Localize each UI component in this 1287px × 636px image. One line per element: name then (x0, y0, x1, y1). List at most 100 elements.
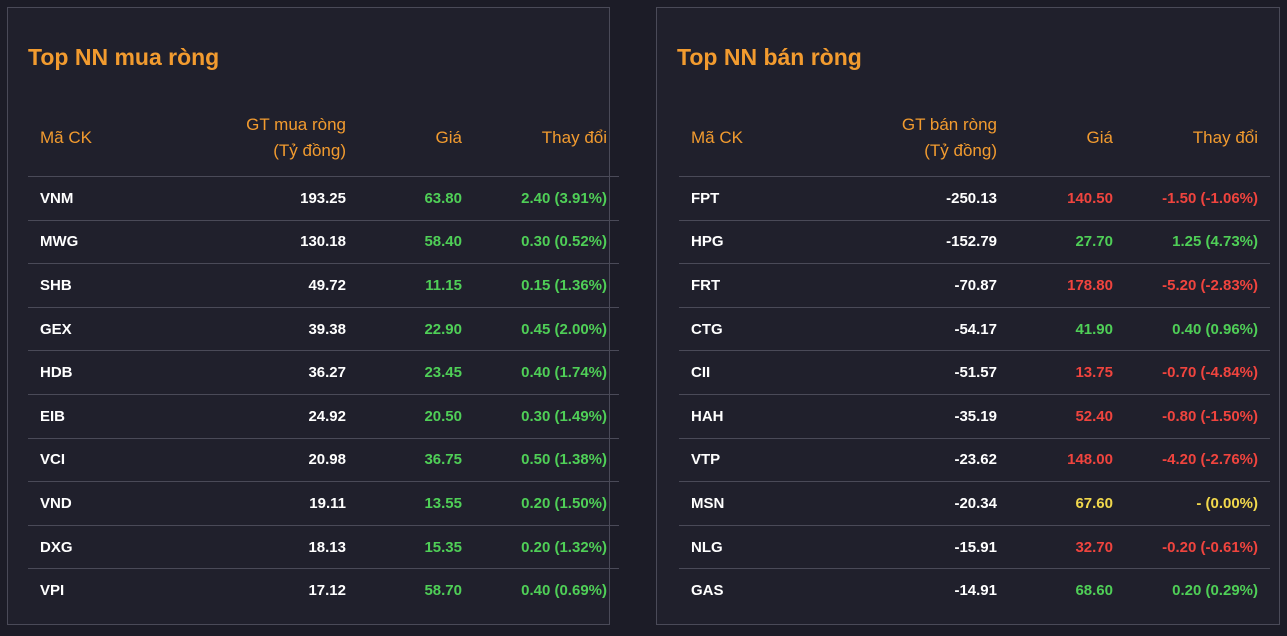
net-value: -250.13 (801, 176, 997, 221)
table-row[interactable]: FRT -70.87 178.80 -5.20 (-2.83%) (679, 263, 1270, 308)
price-change: 0.30 (0.52%) (462, 220, 619, 265)
price: 20.50 (346, 394, 462, 439)
table-header-row: Mã CK GT mua ròng (Tỷ đồng) Giá Thay đổi (28, 100, 619, 177)
column-header-value-line1: GT mua ròng (246, 115, 346, 134)
column-header-code[interactable]: Mã CK (679, 100, 801, 177)
table-row[interactable]: VCI 20.98 36.75 0.50 (1.38%) (28, 438, 619, 483)
stock-code[interactable]: GAS (691, 582, 724, 600)
price-change: 1.25 (4.73%) (1113, 220, 1270, 265)
price-change: -0.70 (-4.84%) (1113, 350, 1270, 395)
stock-code[interactable]: HDB (28, 350, 150, 395)
net-buy-table: Mã CK GT mua ròng (Tỷ đồng) Giá Thay đổi… (28, 100, 619, 612)
column-header-code[interactable]: Mã CK (28, 100, 150, 177)
price-change: 0.20 (1.50%) (462, 481, 619, 526)
table-row[interactable]: VND 19.11 13.55 0.20 (1.50%) (28, 481, 619, 526)
stock-code[interactable]: CII (679, 350, 801, 395)
stock-code[interactable]: CTG (679, 307, 801, 352)
stock-code[interactable]: MWG (28, 220, 150, 265)
table-row[interactable]: GAS -14.91 68.60 0.20 (0.29%) (679, 569, 1270, 612)
stock-code[interactable]: HAH (679, 394, 801, 439)
stock-code[interactable]: HPG (679, 220, 801, 265)
price-change: 0.40 (0.69%) (521, 582, 607, 600)
net-sell-table: Mã CK GT bán ròng (Tỷ đồng) Giá Thay đổi… (679, 100, 1270, 612)
net-value: 36.27 (150, 350, 346, 395)
price: 27.70 (997, 220, 1113, 265)
table-row[interactable]: HAH -35.19 52.40 -0.80 (-1.50%) (679, 394, 1270, 439)
column-header-change[interactable]: Thay đổi (462, 100, 619, 177)
table-row[interactable]: GEX 39.38 22.90 0.45 (2.00%) (28, 307, 619, 352)
table-header-row: Mã CK GT bán ròng (Tỷ đồng) Giá Thay đổi (679, 100, 1270, 177)
price: 22.90 (346, 307, 462, 352)
table-row[interactable]: CII -51.57 13.75 -0.70 (-4.84%) (679, 350, 1270, 395)
stock-code[interactable]: FRT (679, 263, 801, 308)
stock-code[interactable]: EIB (28, 394, 150, 439)
price: 52.40 (997, 394, 1113, 439)
price: 58.70 (424, 582, 462, 600)
table-row[interactable]: SHB 49.72 11.15 0.15 (1.36%) (28, 263, 619, 308)
table-row[interactable]: HDB 36.27 23.45 0.40 (1.74%) (28, 350, 619, 395)
table-row[interactable]: MWG 130.18 58.40 0.30 (0.52%) (28, 220, 619, 265)
column-header-value-line2: (Tỷ đồng) (924, 141, 997, 160)
net-value: 24.92 (150, 394, 346, 439)
price: 23.45 (346, 350, 462, 395)
price-change: - (0.00%) (1113, 481, 1270, 526)
price-change: -4.20 (-2.76%) (1113, 438, 1270, 483)
table-row[interactable]: HPG -152.79 27.70 1.25 (4.73%) (679, 220, 1270, 265)
price-change: -0.80 (-1.50%) (1113, 394, 1270, 439)
stock-code[interactable]: NLG (679, 525, 801, 570)
table-row[interactable]: DXG 18.13 15.35 0.20 (1.32%) (28, 525, 619, 570)
price: 32.70 (997, 525, 1113, 570)
stock-code[interactable]: FPT (679, 176, 801, 221)
stock-code[interactable]: VNM (28, 176, 150, 221)
stock-code[interactable]: VCI (28, 438, 150, 483)
table-row[interactable]: VNM 193.25 63.80 2.40 (3.91%) (28, 176, 619, 221)
price: 63.80 (346, 176, 462, 221)
net-value: 193.25 (150, 176, 346, 221)
table-row[interactable]: EIB 24.92 20.50 0.30 (1.49%) (28, 394, 619, 439)
price-change: 0.30 (1.49%) (462, 394, 619, 439)
table-body: VNM 193.25 63.80 2.40 (3.91%) MWG 130.18 58.40… (28, 176, 619, 612)
column-header-value[interactable]: GT mua ròng (Tỷ đồng) (150, 100, 346, 177)
price: 68.60 (1075, 582, 1113, 600)
net-value: -15.91 (801, 525, 997, 570)
column-header-price[interactable]: Giá (346, 100, 462, 177)
table-row[interactable]: VTP -23.62 148.00 -4.20 (-2.76%) (679, 438, 1270, 483)
column-header-change[interactable]: Thay đổi (1113, 100, 1270, 177)
price: 11.15 (346, 263, 462, 308)
table-body: FPT -250.13 140.50 -1.50 (-1.06%) HPG -152.79… (679, 176, 1270, 612)
net-value: -54.17 (801, 307, 997, 352)
column-header-price[interactable]: Giá (997, 100, 1113, 177)
net-value: -23.62 (801, 438, 997, 483)
net-value: 20.98 (150, 438, 346, 483)
stock-code[interactable]: VTP (679, 438, 801, 483)
net-value: -70.87 (801, 263, 997, 308)
net-value: 130.18 (150, 220, 346, 265)
price: 58.40 (346, 220, 462, 265)
net-value: -14.91 (954, 582, 997, 600)
net-value: 39.38 (150, 307, 346, 352)
table-row[interactable]: NLG -15.91 32.70 -0.20 (-0.61%) (679, 525, 1270, 570)
price: 15.35 (346, 525, 462, 570)
stock-code[interactable]: VND (28, 481, 150, 526)
column-header-value[interactable]: GT bán ròng (Tỷ đồng) (801, 100, 997, 177)
stock-code[interactable]: VPI (40, 582, 65, 600)
stock-code[interactable]: GEX (28, 307, 150, 352)
table-row[interactable]: CTG -54.17 41.90 0.40 (0.96%) (679, 307, 1270, 352)
price-change: 0.45 (2.00%) (462, 307, 619, 352)
net-value: -152.79 (801, 220, 997, 265)
top-net-buy-panel: Top NN mua ròng Mã CK GT mua ròng (Tỷ đồ… (7, 7, 619, 625)
column-header-value-line1: GT bán ròng (901, 115, 997, 134)
stock-code[interactable]: MSN (679, 481, 801, 526)
table-row[interactable]: VPI 17.12 58.70 0.40 (0.69%) (28, 569, 619, 612)
price-change: 0.20 (0.29%) (1172, 582, 1258, 600)
table-row[interactable]: MSN -20.34 67.60- (0.00%) (679, 481, 1270, 526)
stock-code[interactable]: SHB (28, 263, 150, 308)
price: 148.00 (997, 438, 1113, 483)
price: 67.60 (997, 481, 1113, 526)
price: 36.75 (346, 438, 462, 483)
stock-code[interactable]: DXG (28, 525, 150, 570)
panel-title: Top NN mua ròng (28, 44, 220, 70)
price-change: 0.15 (1.36%) (462, 263, 619, 308)
table-row[interactable]: FPT -250.13 140.50 -1.50 (-1.06%) (679, 176, 1270, 221)
top-net-sell-panel: Top NN bán ròng Mã CK GT bán ròng (Tỷ đồ… (656, 7, 1280, 625)
